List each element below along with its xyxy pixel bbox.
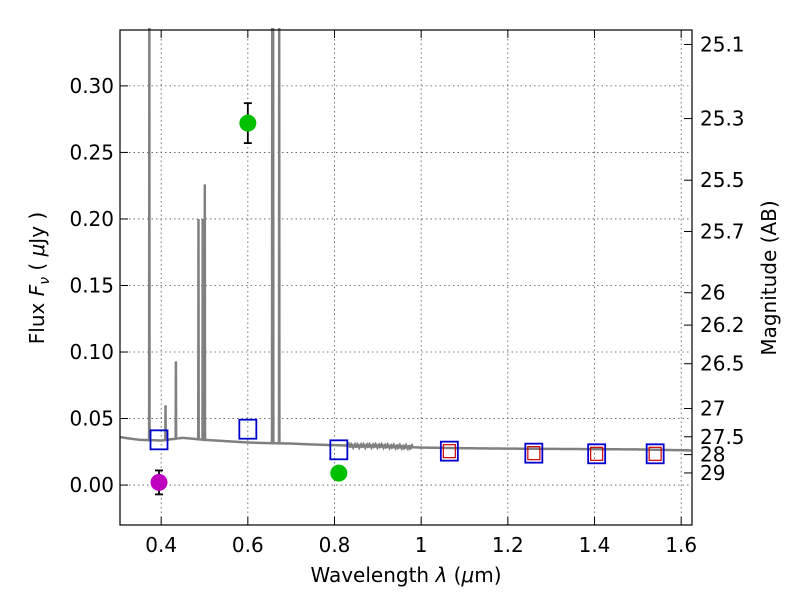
axis-ticks: 0.4 0.6 0.8 1 1.2 1.4 1.6 0.00 0.05 0.10 0.15 0.20 0… bbox=[69, 30, 745, 557]
x-tick-label: 0.8 bbox=[319, 533, 351, 557]
x-tick-label: 1 bbox=[415, 533, 428, 557]
x-axis-title: Wavelength λ (μm) bbox=[310, 563, 501, 587]
y2-axis-title: Magnitude (AB) bbox=[757, 200, 781, 355]
y-tick-label: 0.20 bbox=[69, 207, 114, 231]
y2-tick-label: 26.5 bbox=[700, 352, 745, 376]
model-flux-square bbox=[329, 439, 349, 461]
y-tick-label: 0.00 bbox=[69, 473, 114, 497]
photometry-markers bbox=[149, 102, 665, 496]
model-spectrum-line bbox=[119, 27, 692, 452]
y2-tick-label: 28 bbox=[700, 443, 725, 467]
model-flux-square bbox=[439, 440, 459, 462]
y2-tick-label: 27 bbox=[700, 397, 725, 421]
y-tick-label: 0.10 bbox=[69, 340, 114, 364]
x-tick-label: 1.6 bbox=[665, 533, 697, 557]
model-flux-square bbox=[149, 429, 169, 451]
model-flux-square bbox=[587, 443, 607, 465]
y2-tick-label: 25.7 bbox=[700, 220, 745, 244]
observed-flux-square bbox=[442, 444, 456, 459]
observed-flux-square bbox=[527, 446, 541, 461]
model-flux-square bbox=[524, 442, 544, 464]
grid-lines bbox=[120, 30, 692, 525]
y2-tick-label: 29 bbox=[700, 461, 725, 485]
x-tick-label: 1.4 bbox=[579, 533, 611, 557]
y2-tick-label: 27.5 bbox=[700, 425, 745, 449]
photometry-point bbox=[330, 464, 348, 482]
y-tick-label: 0.05 bbox=[69, 407, 114, 431]
x-tick-label: 0.6 bbox=[232, 533, 264, 557]
y-tick-label: 0.25 bbox=[69, 140, 114, 164]
photometry-point bbox=[239, 114, 257, 132]
y2-tick-label: 25.3 bbox=[700, 107, 745, 131]
y2-tick-label: 26.2 bbox=[700, 313, 745, 337]
model-flux-square bbox=[238, 418, 258, 440]
y2-tick-label: 25.1 bbox=[700, 32, 745, 56]
y-tick-label: 0.30 bbox=[69, 74, 114, 98]
x-tick-label: 0.4 bbox=[145, 533, 177, 557]
model-spectrum bbox=[119, 27, 692, 452]
plot-frame bbox=[119, 29, 693, 526]
observed-flux-square bbox=[648, 446, 662, 461]
photometry-point bbox=[150, 473, 168, 491]
model-flux-square bbox=[645, 443, 665, 465]
x-tick-label: 1.2 bbox=[492, 533, 524, 557]
observed-flux-square bbox=[590, 446, 604, 461]
y2-tick-label: 26 bbox=[700, 281, 725, 305]
y2-tick-label: 25.5 bbox=[700, 168, 745, 192]
y-tick-label: 0.15 bbox=[69, 273, 114, 297]
